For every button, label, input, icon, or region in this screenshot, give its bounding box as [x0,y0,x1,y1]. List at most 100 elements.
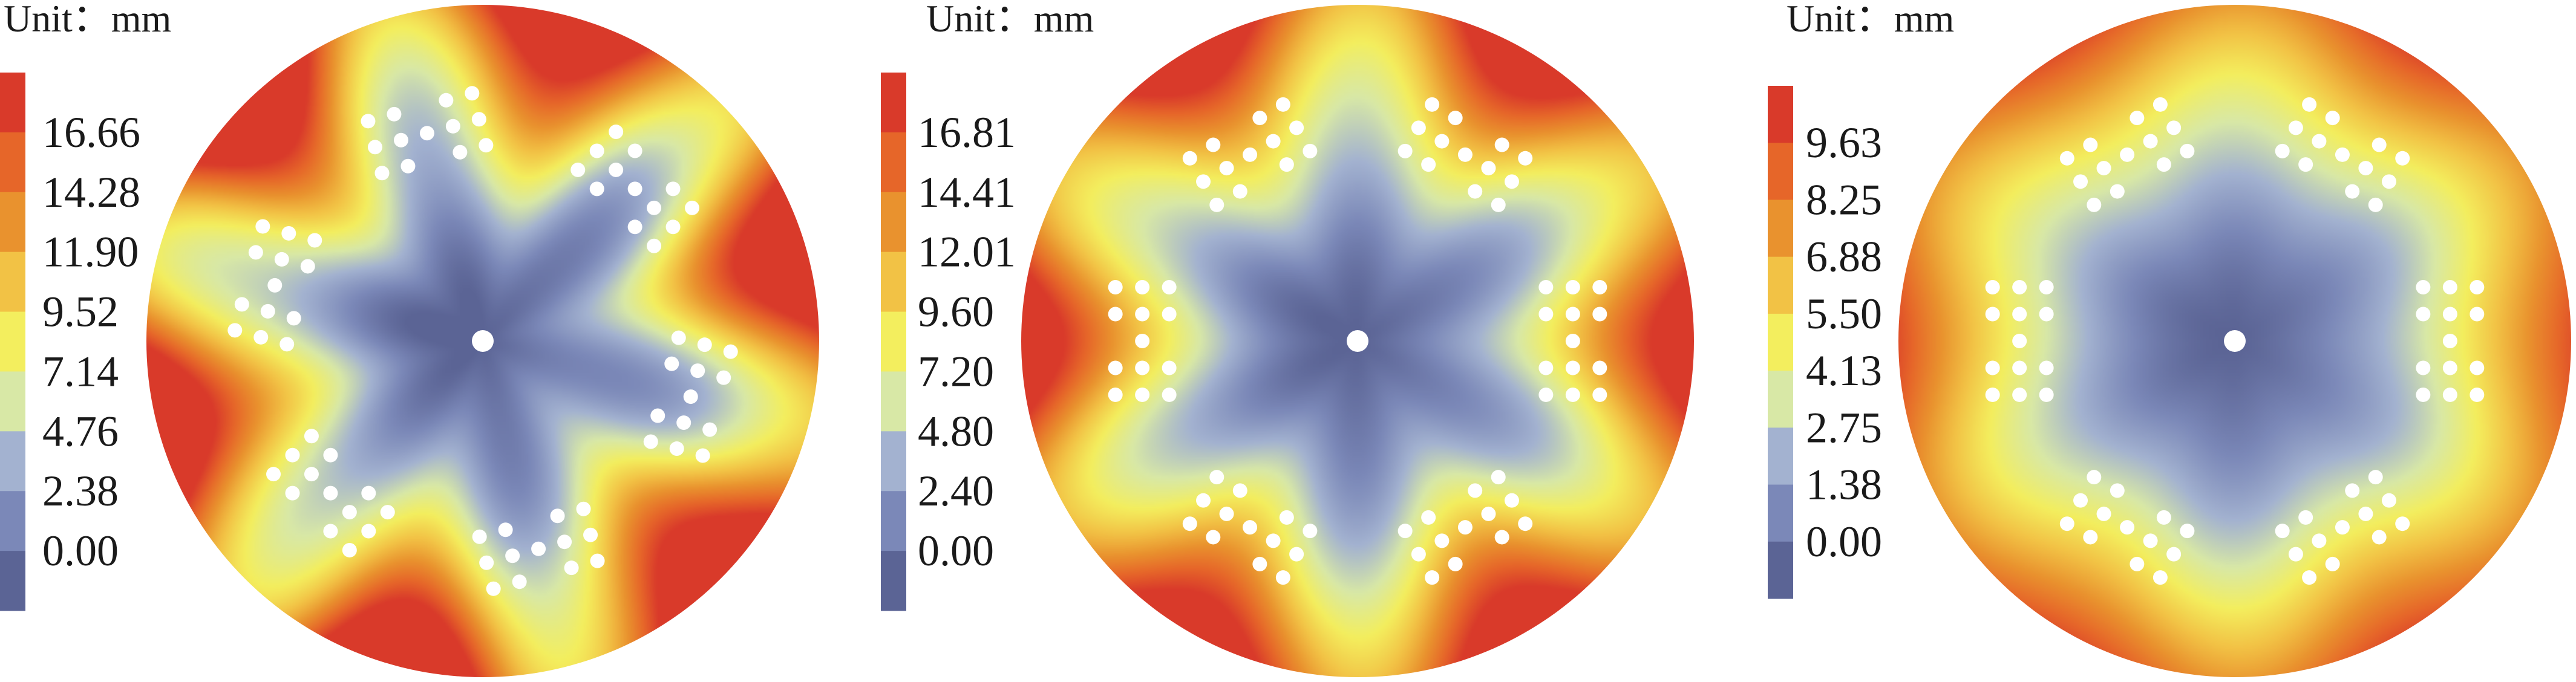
hole [2039,387,2054,402]
hole [274,252,289,267]
hole [1565,307,1580,322]
hole [1108,307,1123,322]
hole [255,219,270,234]
hole [2358,161,2373,176]
hole [512,574,527,589]
hole [1182,516,1197,531]
hole [2335,147,2350,162]
hole [227,323,243,338]
hole [1448,556,1463,571]
hole [1985,360,2000,375]
hole [2470,280,2485,295]
colorbar-block [881,491,906,551]
hole [1108,360,1123,375]
hole [2302,570,2317,585]
hole [285,447,300,463]
colorbar-tick-label: 0.00 [918,527,994,575]
hole [1266,533,1281,548]
hole [1219,506,1234,521]
hole [1468,184,1483,199]
hole [1421,510,1436,525]
hole [300,259,315,274]
hole [1434,533,1450,548]
hole [1491,470,1506,485]
hole [2012,307,2027,322]
hole [1162,280,1177,295]
hole [2166,547,2182,562]
hole [505,548,520,563]
hole [2096,506,2111,521]
hole [1592,307,1607,322]
hole [342,505,357,520]
hole [465,86,480,101]
hole [665,181,681,196]
hole [1135,280,1150,295]
colorbar-tick-label: 4.80 [918,407,994,455]
hole [590,553,605,568]
hole [2442,360,2457,375]
hole [627,143,642,158]
hole [2372,530,2387,545]
center-hole [1347,330,1368,352]
hole [2143,533,2158,548]
hole [2083,137,2098,152]
hole [1565,334,1580,348]
hole [684,200,699,215]
hole [2096,161,2111,176]
hole [2130,556,2145,571]
hole [570,162,586,177]
unit-label: Unit：mm [4,0,171,40]
hole [280,337,295,352]
colorbar-tick-label: 7.14 [42,347,119,395]
colorbar [0,73,25,611]
colorbar-tick-label: 14.41 [918,168,1016,216]
colorbar-block [881,73,906,133]
hole [2130,111,2145,126]
unit-label: Unit：mm [926,0,1094,40]
hole [647,200,662,215]
hole [2073,493,2088,508]
hole [2180,524,2195,539]
hole [1252,556,1267,571]
hole [479,555,494,570]
colorbar-tick-label: 4.76 [42,407,119,455]
hole [380,505,395,520]
hole [1425,97,1440,112]
colorbar-block [1768,143,1793,200]
hole [361,114,376,129]
hole [2275,143,2290,158]
hole [1504,174,1519,189]
hole [576,501,591,516]
colorbar-block [1768,427,1793,486]
hole [267,278,283,293]
hole [1219,161,1234,176]
hole [1275,97,1290,112]
hole [1162,307,1177,322]
colorbar-tick-label: 16.66 [42,108,140,157]
colorbar-block [1768,371,1793,428]
colorbar-tick-label: 4.13 [1806,346,1882,395]
hole-pattern [227,86,738,596]
hole [676,415,691,430]
hole [665,219,681,235]
hole [583,527,598,542]
hole [2470,387,2485,402]
hole [1518,516,1533,531]
hole [1538,387,1554,402]
hole [361,524,376,539]
hole [589,143,604,158]
hole [723,344,738,359]
colorbar-block [881,431,906,492]
colorbar-tick-label: 0.00 [42,527,119,575]
hole [1518,151,1533,166]
hole [387,106,402,122]
colorbar [881,73,906,611]
colorbar-block [1768,256,1793,314]
hole [2381,174,2396,189]
hole [2039,280,2054,295]
hole [1398,143,1413,158]
hole [671,330,686,345]
hole [2087,470,2102,485]
hole [486,581,501,596]
hole [1206,137,1221,152]
